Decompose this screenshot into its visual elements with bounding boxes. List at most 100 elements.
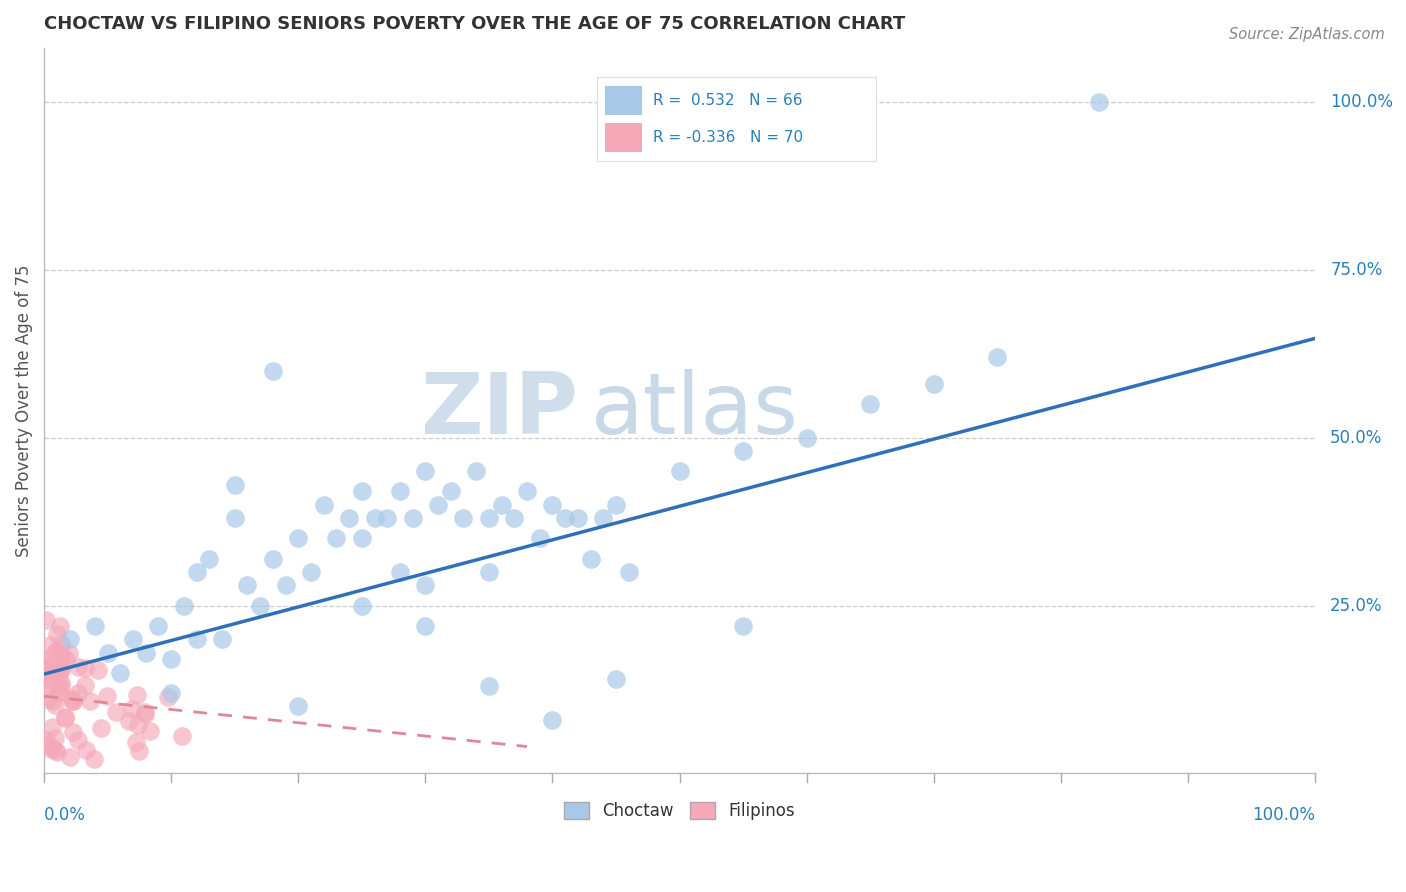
Point <box>186 565 208 579</box>
Point <box>45 644 67 658</box>
Point <box>478 565 501 579</box>
Point <box>134 706 156 720</box>
Text: CHOCTAW VS FILIPINO SENIORS POVERTY OVER THE AGE OF 75 CORRELATION CHART: CHOCTAW VS FILIPINO SENIORS POVERTY OVER… <box>44 15 905 33</box>
Point <box>35 613 58 627</box>
Point <box>337 511 360 525</box>
Text: ZIP: ZIP <box>420 369 578 452</box>
Point <box>605 673 627 687</box>
Point <box>44 742 66 756</box>
Point <box>427 498 450 512</box>
Point <box>554 511 576 525</box>
Point <box>211 632 233 647</box>
Point <box>49 662 72 676</box>
Point <box>922 377 945 392</box>
Point <box>59 750 82 764</box>
Point <box>731 444 754 458</box>
Point <box>186 632 208 647</box>
Point <box>415 464 437 478</box>
Point <box>262 364 284 378</box>
Point <box>134 707 156 722</box>
Point <box>62 724 84 739</box>
Point <box>986 350 1008 364</box>
Point <box>617 565 640 579</box>
Point <box>46 627 69 641</box>
Point <box>49 676 72 690</box>
Point <box>44 731 66 745</box>
Point <box>48 646 70 660</box>
Point <box>84 619 107 633</box>
Point <box>148 619 170 633</box>
Point <box>90 721 112 735</box>
Point <box>37 692 59 706</box>
Point <box>415 619 437 633</box>
Point <box>172 729 194 743</box>
Point <box>41 672 63 686</box>
Point <box>388 565 411 579</box>
Point <box>53 709 76 723</box>
Point <box>503 511 526 525</box>
Point <box>49 678 72 692</box>
Point <box>157 690 180 704</box>
Point <box>541 498 564 512</box>
Point <box>350 484 373 499</box>
Legend: Choctaw, Filipinos: Choctaw, Filipinos <box>557 796 801 827</box>
Point <box>139 724 162 739</box>
Point <box>160 686 183 700</box>
Point <box>121 702 143 716</box>
Point <box>125 735 148 749</box>
Point <box>325 532 347 546</box>
Point <box>173 599 195 613</box>
Point <box>224 511 246 525</box>
Point <box>122 632 145 647</box>
Point <box>160 652 183 666</box>
Point <box>388 484 411 499</box>
Point <box>453 511 475 525</box>
Point <box>118 714 141 729</box>
Point <box>62 694 84 708</box>
Text: 25.0%: 25.0% <box>1330 597 1382 615</box>
Point <box>796 431 818 445</box>
Point <box>51 651 73 665</box>
Point <box>48 686 70 700</box>
Point <box>465 464 488 478</box>
Point <box>312 498 335 512</box>
Point <box>478 679 501 693</box>
Point <box>49 619 72 633</box>
Point <box>224 477 246 491</box>
Point <box>48 685 70 699</box>
Text: 100.0%: 100.0% <box>1330 93 1393 112</box>
Point <box>35 661 58 675</box>
Point <box>135 646 157 660</box>
Point <box>567 511 589 525</box>
Point <box>478 511 501 525</box>
Point <box>41 720 63 734</box>
Point <box>516 484 538 499</box>
Point <box>60 690 83 705</box>
Point <box>39 639 62 653</box>
Point <box>79 694 101 708</box>
Point <box>731 619 754 633</box>
Point <box>859 397 882 411</box>
Point <box>44 698 66 712</box>
Point <box>299 565 322 579</box>
Point <box>110 665 132 680</box>
Point <box>49 637 72 651</box>
Point <box>579 551 602 566</box>
Point <box>45 745 67 759</box>
Point <box>128 744 150 758</box>
Point <box>73 678 96 692</box>
Point <box>34 733 56 747</box>
Point <box>41 739 63 754</box>
Point <box>58 646 80 660</box>
Point <box>34 663 56 677</box>
Point <box>35 657 58 671</box>
Point <box>592 511 614 525</box>
Point <box>668 464 690 478</box>
Point <box>35 673 58 687</box>
Point <box>415 578 437 592</box>
Point <box>127 688 149 702</box>
Point <box>97 646 120 660</box>
Point <box>249 599 271 613</box>
Point <box>48 677 70 691</box>
Point <box>491 498 513 512</box>
